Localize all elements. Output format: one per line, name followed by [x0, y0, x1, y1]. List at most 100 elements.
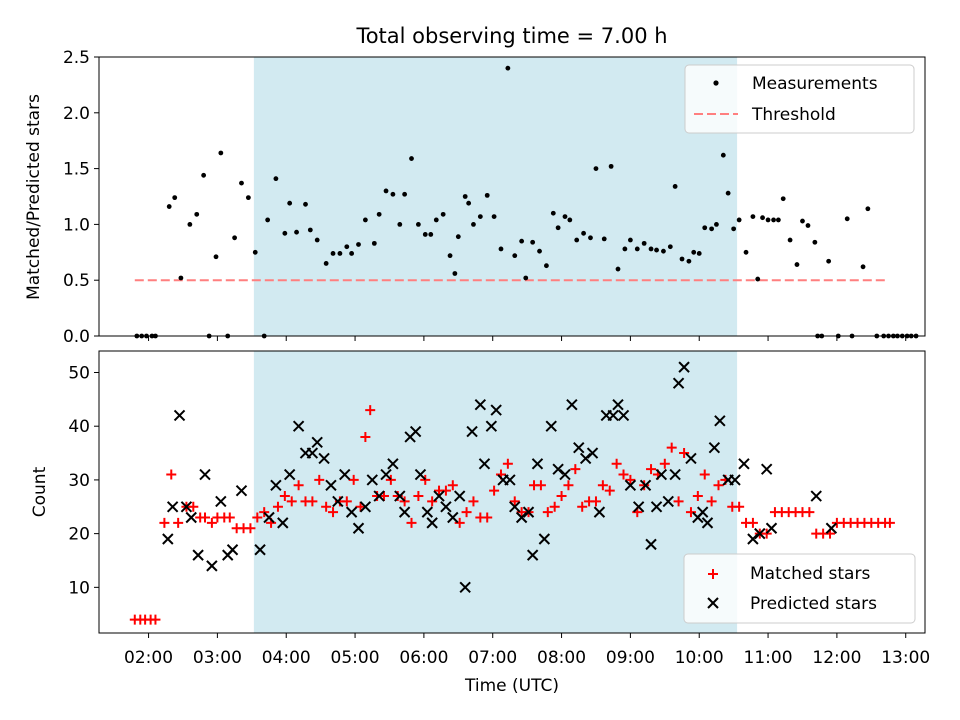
measurement-point	[812, 239, 818, 245]
measurement-point	[213, 254, 219, 260]
predicted-star-marker	[339, 468, 351, 481]
x-tick-label: 08:00	[537, 648, 586, 668]
predicted-star-marker	[306, 447, 319, 459]
matched-star-marker	[259, 507, 270, 518]
predicted-star-marker	[380, 468, 392, 481]
matched-star-marker	[549, 501, 560, 512]
measurement-point	[344, 244, 350, 250]
measurement-point	[452, 271, 458, 276]
matched-star-marker	[166, 469, 177, 480]
predicted-star-marker	[421, 506, 434, 518]
matched-star-marker	[279, 491, 290, 502]
measurement-point	[634, 246, 640, 252]
matched-star-marker	[699, 469, 710, 480]
predicted-star-marker	[162, 533, 174, 545]
measurement-point	[627, 237, 633, 243]
legend-predicted-label: Predicted stars	[750, 594, 877, 614]
matched-star-marker	[399, 496, 410, 507]
predicted-star-marker	[345, 506, 358, 518]
legend-measurement-marker	[713, 80, 719, 86]
predicted-star-marker	[624, 479, 637, 491]
predicted-star-marker	[526, 549, 539, 561]
matched-star-marker	[542, 507, 553, 518]
matched-star-marker	[679, 448, 690, 459]
predicted-star-marker	[474, 399, 487, 411]
measurement-point	[679, 256, 685, 262]
matched-star-marker	[461, 507, 472, 518]
measurement-point	[232, 235, 238, 241]
predicted-star-marker	[235, 484, 248, 497]
measurement-point	[376, 211, 382, 217]
matched-star-marker	[468, 496, 479, 507]
predicted-star-marker	[696, 506, 709, 518]
matched-star-marker	[427, 496, 438, 507]
matched-star-marker	[646, 464, 657, 475]
predicted-star-marker	[593, 506, 606, 518]
matched-star-marker	[413, 491, 424, 502]
predicted-star-marker	[478, 458, 491, 470]
measurement-point	[593, 166, 599, 172]
matched-star-marker	[365, 405, 376, 416]
predicted-star-marker	[810, 490, 822, 502]
matched-star-marker	[489, 485, 500, 496]
matched-star-marker	[618, 469, 629, 480]
predicted-star-marker	[685, 452, 697, 465]
measurement-point	[860, 264, 866, 270]
y-tick-label: 30	[68, 471, 90, 491]
measurement-point	[574, 237, 580, 243]
matched-star-marker	[747, 517, 758, 528]
measurement-point	[702, 225, 708, 231]
measurement-point	[567, 217, 573, 223]
measurement-point	[462, 194, 468, 199]
y-tick-label: 1.5	[63, 160, 90, 180]
y-tick-label: 0.0	[63, 327, 90, 347]
x-tick-label: 02:00	[124, 648, 173, 668]
measurement-point	[648, 246, 654, 252]
measurement-point	[731, 226, 737, 232]
measurement-point	[303, 201, 308, 207]
matched-star-marker	[604, 485, 615, 496]
matched-star-marker	[761, 528, 772, 539]
predicted-star-marker	[270, 479, 282, 491]
y-tick-label: 2.5	[63, 48, 90, 68]
observing-window-band-bottom	[253, 351, 738, 633]
measurement-point	[498, 246, 504, 252]
predicted-star-marker	[765, 522, 778, 534]
predicted-star-marker	[607, 409, 619, 422]
measurement-point	[691, 249, 697, 255]
predicted-star-markers	[162, 361, 838, 594]
observing-window-rect	[253, 351, 738, 633]
predicted-star-marker	[206, 560, 218, 572]
matched-star-marker	[385, 474, 396, 485]
y-tick-label: 50	[68, 363, 90, 383]
measurement-point	[641, 240, 647, 246]
measurement-point	[371, 240, 377, 246]
matched-star-marker	[502, 458, 513, 469]
count-y-axis-label: Count	[30, 466, 50, 517]
predicted-star-marker	[325, 479, 337, 491]
matched-star-marker	[440, 485, 451, 496]
matched-star-marker	[884, 517, 895, 528]
measurement-point	[477, 214, 483, 219]
observing-window-rect	[253, 57, 738, 336]
measurement-point	[178, 275, 184, 281]
measurement-point	[555, 225, 561, 231]
matched-star-marker	[360, 431, 371, 442]
measurement-point	[743, 249, 749, 255]
measurement-point	[428, 232, 434, 237]
predicted-star-marker	[373, 490, 385, 502]
x-tick-label: 03:00	[193, 648, 242, 668]
predicted-star-marker	[387, 458, 399, 470]
matched-star-marker	[590, 496, 601, 507]
predicted-star-marker	[566, 399, 578, 411]
predicted-star-marker	[166, 501, 179, 513]
matched-star-marker	[173, 517, 184, 528]
measurement-point	[323, 261, 329, 266]
ratio-x-ticks	[148, 336, 907, 341]
ratio-plot: 0.0 0.5 1.0 1.5 2.0 2.5 Matched/Predicted sta…	[24, 48, 926, 347]
x-tick-label: 12:00	[812, 648, 861, 668]
measurement-point	[356, 242, 361, 247]
measurement-point	[245, 195, 251, 201]
ratio-legend-box	[684, 64, 915, 134]
measurement-point	[409, 156, 414, 161]
